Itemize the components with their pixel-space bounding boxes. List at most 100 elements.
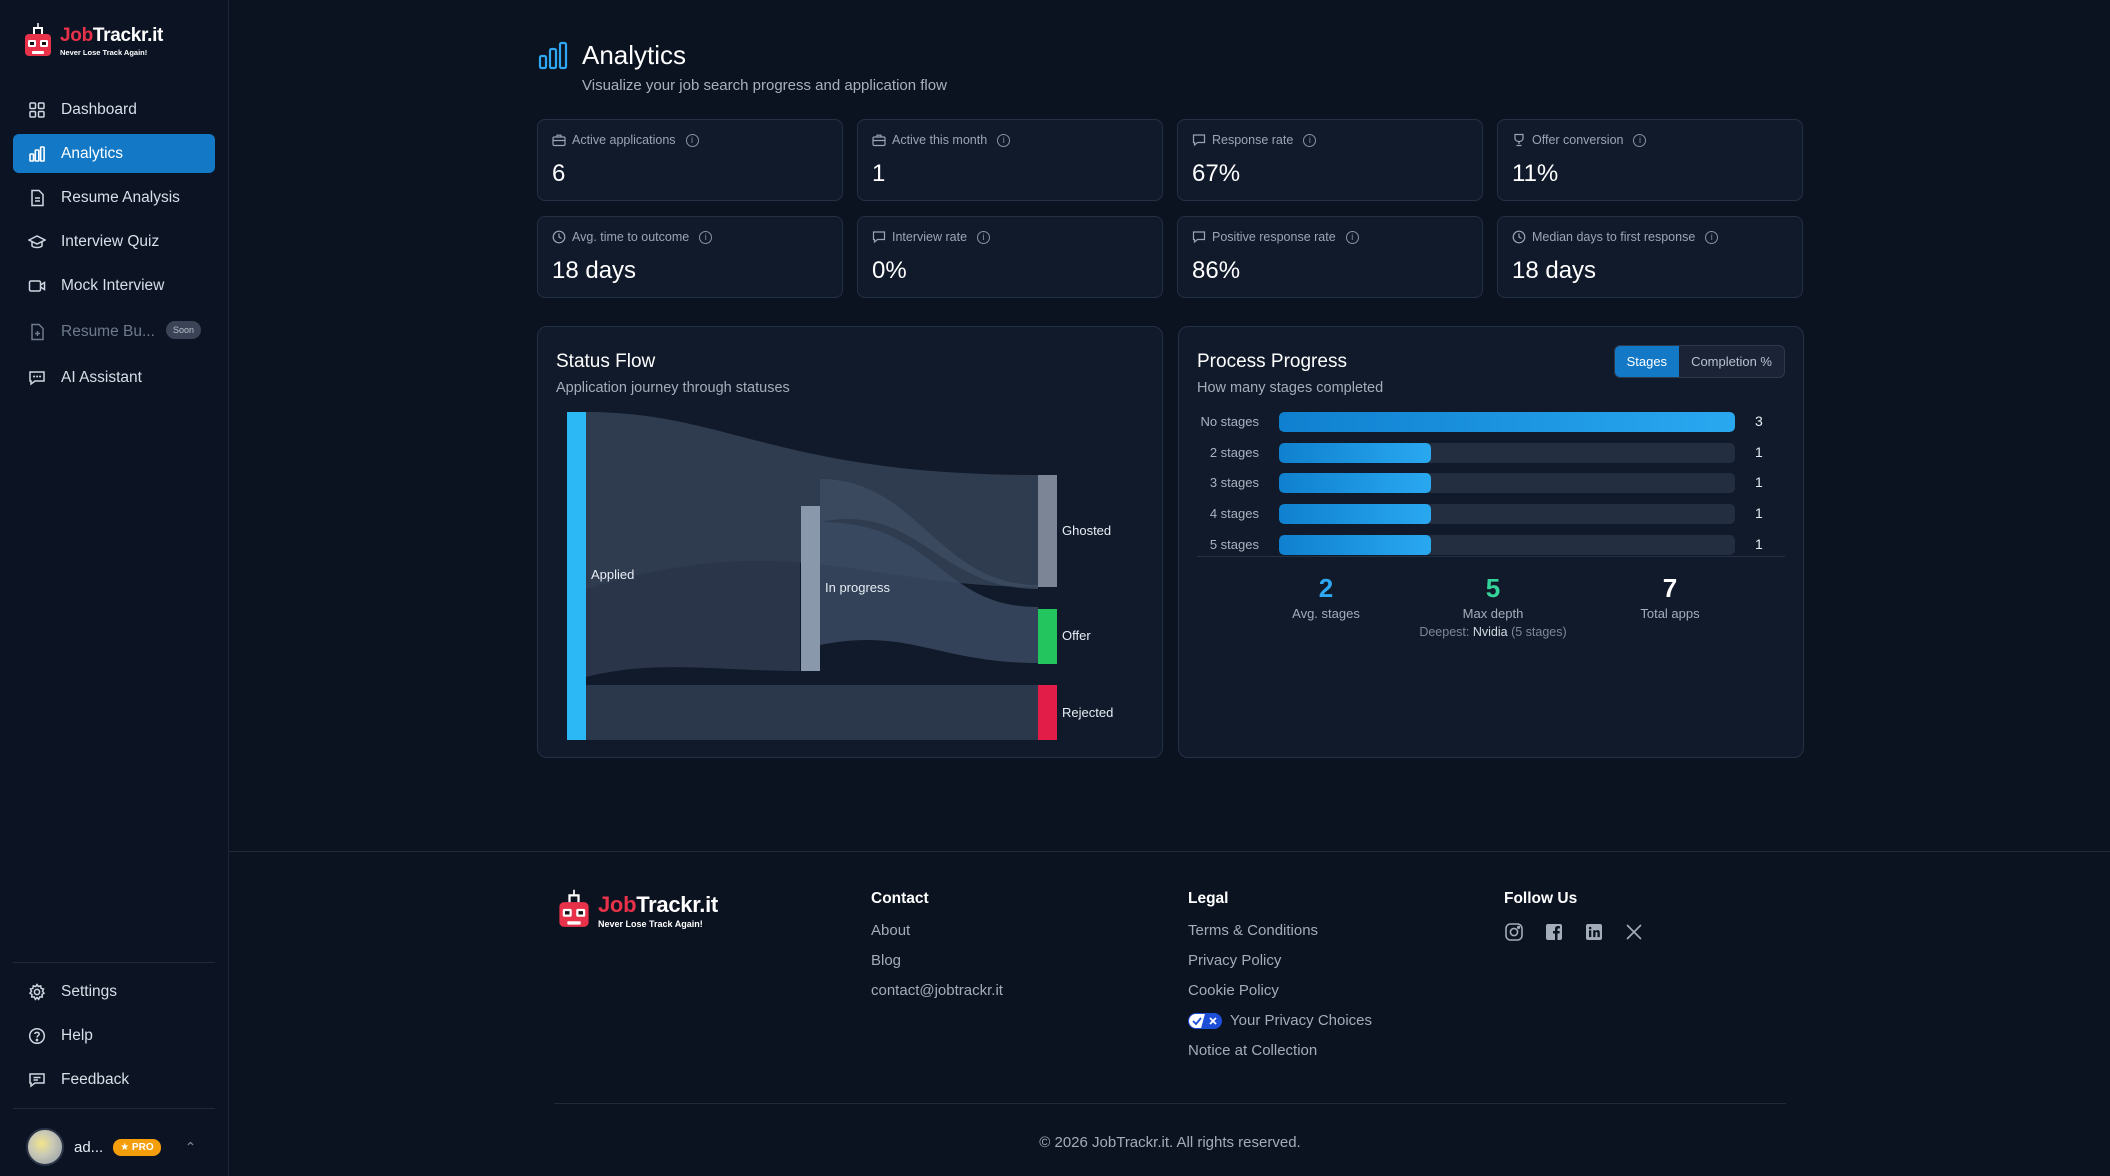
info-icon[interactable]: i (977, 230, 991, 244)
status-flow-panel: Status Flow Application journey through … (537, 326, 1163, 758)
info-icon[interactable]: i (1633, 133, 1647, 147)
stat-value: 0% (872, 257, 907, 284)
sidebar-item-mock-interview[interactable]: Mock Interview (13, 266, 215, 305)
sidebar-item-interview-quiz[interactable]: Interview Quiz (13, 222, 215, 261)
briefcase-icon (872, 134, 886, 147)
video-icon (28, 279, 46, 292)
label-ghosted: Ghosted (1062, 523, 1111, 538)
chat-icon (29, 370, 45, 385)
sidebar-item-help[interactable]: Help (13, 1016, 215, 1055)
footer-link-cookie[interactable]: Cookie Policy (1188, 982, 1279, 999)
stage-bar-track (1279, 473, 1735, 493)
label-in-progress: In progress (825, 580, 891, 595)
stat-label: Active this month (892, 133, 988, 147)
stat-label: Avg. time to outcome (572, 230, 690, 244)
instagram-icon[interactable] (1504, 922, 1524, 942)
process-progress-panel: Process Progress How many stages complet… (1178, 326, 1804, 758)
node-offer (1038, 609, 1057, 664)
user-menu[interactable]: ad... ★ PRO ⌃ (26, 1128, 196, 1166)
stat-card-avg-time-to-outcome: Avg. time to outcome i 18 days (537, 216, 843, 298)
metric-total-apps: 7 Total apps (1595, 573, 1745, 621)
sidebar-item-analytics[interactable]: Analytics (13, 134, 215, 173)
stat-label: Interview rate (892, 230, 968, 244)
stage-bar-row: 4 stages 1 (1179, 504, 1763, 524)
chat-icon (1192, 231, 1206, 244)
stat-label: Active applications (572, 133, 676, 147)
footer-follow: Follow Us (1504, 890, 1644, 942)
document-plus-icon (31, 323, 44, 340)
stat-label: Positive response rate (1212, 230, 1336, 244)
sidebar-divider (13, 962, 215, 963)
info-icon[interactable]: i (997, 133, 1011, 147)
stage-bar-count: 1 (1755, 536, 1763, 552)
stage-bar-row: 3 stages 1 (1179, 473, 1763, 493)
sidebar-item-label: Interview Quiz (61, 232, 160, 250)
flow-inprogress-ghosted (820, 479, 1038, 589)
page-header: Analytics Visualize your job search prog… (538, 40, 947, 94)
info-icon[interactable]: i (1705, 230, 1719, 244)
stat-value: 86% (1192, 257, 1241, 284)
brand-tagline: Never Lose Track Again! (598, 918, 703, 929)
help-circle-icon (28, 1027, 46, 1044)
gear-icon (28, 982, 46, 1001)
toggle-completion[interactable]: Completion % (1691, 354, 1772, 369)
stage-bar-fill (1279, 535, 1431, 555)
sidebar-item-ai-assistant[interactable]: AI Assistant (13, 358, 215, 397)
panel-title: Process Progress (1197, 351, 1347, 372)
stage-bar-count: 1 (1755, 444, 1763, 460)
flow-applied-inprogress (586, 479, 800, 677)
linkedin-icon[interactable] (1584, 922, 1604, 942)
stat-card-positive-response-rate: Positive response rate i 86% (1177, 216, 1483, 298)
x-icon[interactable] (1624, 922, 1644, 942)
sidebar-item-dashboard[interactable]: Dashboard (13, 90, 215, 129)
footer-link-about[interactable]: About (871, 922, 911, 939)
sidebar-divider (13, 1108, 215, 1109)
chevron-up-down-icon[interactable]: ⌃ (184, 1138, 197, 1155)
sidebar-item-settings[interactable]: Settings (13, 972, 215, 1011)
stat-label: Response rate (1212, 133, 1294, 147)
info-icon[interactable]: i (1303, 133, 1317, 147)
brand-logo[interactable]: JobTrackr.it Never Lose Track Again! (22, 22, 163, 60)
brand-name: JobTrackr.it (60, 25, 164, 46)
flow-inprogress-offer (820, 522, 1038, 663)
stage-bar-row: 5 stages 1 (1179, 535, 1763, 555)
footer-link-terms[interactable]: Terms & Conditions (1188, 922, 1319, 939)
user-name: ad... (74, 1138, 104, 1156)
footer-logo[interactable]: JobTrackr.it Never Lose Track Again! (556, 888, 718, 932)
panel-subtitle: Application journey through statuses (556, 380, 790, 396)
metric-value: 2 (1318, 573, 1334, 603)
sidebar-item-feedback[interactable]: Feedback (13, 1060, 215, 1099)
page-subtitle: Visualize your job search progress and a… (582, 77, 947, 94)
sankey-diagram: Applied In progress Ghosted Offer Reject… (567, 412, 1113, 740)
node-applied (567, 412, 586, 740)
info-icon[interactable]: i (685, 133, 699, 147)
stat-card-offer-conversion: Offer conversion i 11% (1497, 119, 1803, 201)
toggle-stages[interactable]: Stages (1614, 346, 1680, 377)
footer-link-email[interactable]: contact@jobtrackr.it (871, 982, 1003, 999)
sidebar: JobTrackr.it Never Lose Track Again! Das… (0, 0, 229, 1176)
brand-name: JobTrackr.it (598, 891, 718, 917)
stat-value: 11% (1512, 160, 1559, 187)
node-in-progress (801, 506, 820, 671)
footer-link-notice[interactable]: Notice at Collection (1188, 1042, 1318, 1059)
stat-card-median-days-first-response: Median days to first response i 18 days (1497, 216, 1803, 298)
stage-bar-count: 1 (1755, 474, 1763, 490)
trophy-icon (1514, 133, 1524, 147)
footer-legal: Legal Terms & Conditions Privacy Policy … (1188, 890, 1372, 1072)
info-icon[interactable]: i (1345, 230, 1359, 244)
facebook-icon[interactable] (1544, 922, 1564, 942)
info-icon[interactable]: i (699, 230, 713, 244)
metric-max-depth: 5 Max depth Deepest: Nvidia (5 stages) (1393, 573, 1593, 639)
stat-value: 6 (552, 160, 566, 187)
sidebar-item-resume-builder[interactable]: Resume Bu... Soon (13, 312, 215, 351)
footer-link-blog[interactable]: Blog (871, 952, 902, 969)
sidebar-item-resume-analysis[interactable]: Resume Analysis (13, 178, 215, 217)
stage-bar-label: 4 stages (1209, 506, 1259, 521)
stat-label: Offer conversion (1532, 133, 1624, 147)
soon-badge: Soon (165, 321, 201, 339)
stage-bar-fill (1279, 473, 1431, 493)
footer-link-privacy-choices[interactable]: Your Privacy Choices (1188, 1012, 1372, 1029)
footer-link-privacy[interactable]: Privacy Policy (1188, 952, 1282, 969)
sidebar-item-label: Resume Analysis (61, 188, 180, 206)
node-ghosted (1038, 475, 1057, 587)
